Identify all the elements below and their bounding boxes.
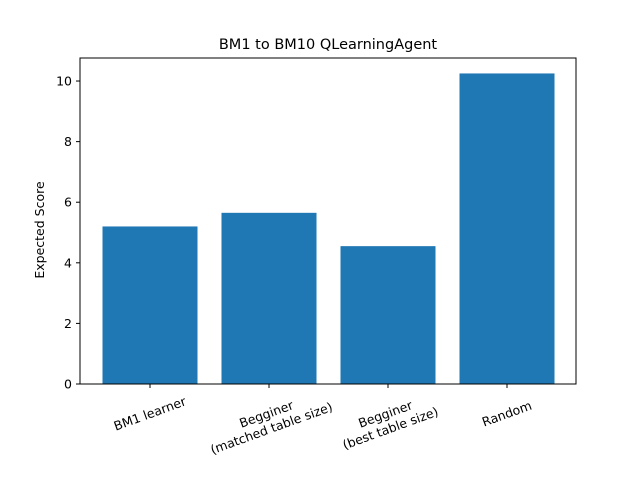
x-axis: BM1 learner Begginer(matched table size) B… <box>112 384 534 457</box>
y-tick-label: 10 <box>56 74 72 89</box>
bars <box>102 73 555 385</box>
x-tick-label: Begginer(best table size) <box>335 390 440 453</box>
y-axis: 0 2 4 6 8 10 <box>56 74 80 392</box>
y-tick-label: 4 <box>64 255 72 270</box>
x-tick-label: Begginer(matched table size) <box>203 385 334 457</box>
bar-2 <box>221 212 317 384</box>
chart-title: BM1 to BM10 QLearningAgent <box>219 37 438 53</box>
y-tick-label: 8 <box>64 134 72 149</box>
bar-1 <box>102 226 198 384</box>
x-tick-label: Random <box>480 398 534 430</box>
bar-4 <box>459 73 555 385</box>
bar-3 <box>340 246 436 384</box>
y-tick-label: 0 <box>64 377 72 392</box>
y-tick-label: 2 <box>64 316 72 331</box>
plot-frame <box>79 57 577 385</box>
y-tick-label: 6 <box>64 195 72 210</box>
y-axis-label: Expected Score <box>32 181 47 279</box>
x-tick-label: BM1 learner <box>112 393 189 433</box>
